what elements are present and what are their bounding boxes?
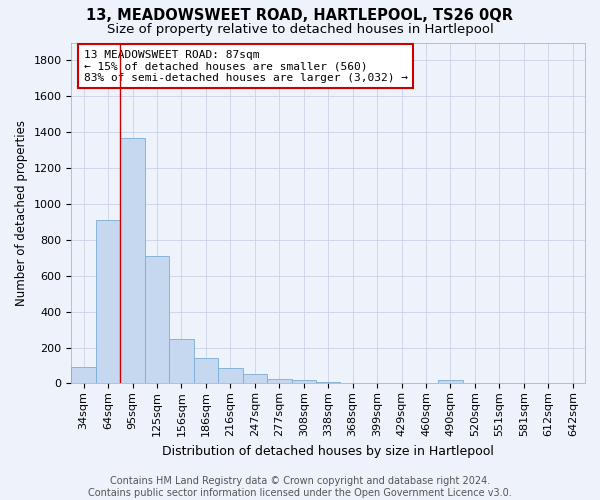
Bar [145, 256, 169, 384]
Bar [267, 379, 292, 384]
Bar [218, 368, 242, 384]
Bar [169, 338, 194, 384]
Text: 13 MEADOWSWEET ROAD: 87sqm
← 15% of detached houses are smaller (560)
83% of sem: 13 MEADOWSWEET ROAD: 87sqm ← 15% of deta… [83, 50, 407, 83]
Bar [242, 374, 267, 384]
Bar [194, 358, 218, 384]
Text: 13, MEADOWSWEET ROAD, HARTLEPOOL, TS26 0QR: 13, MEADOWSWEET ROAD, HARTLEPOOL, TS26 0… [86, 8, 514, 22]
Bar [292, 380, 316, 384]
Bar [96, 220, 121, 384]
Y-axis label: Number of detached properties: Number of detached properties [15, 120, 28, 306]
Bar [365, 382, 389, 384]
Bar [438, 380, 463, 384]
Text: Contains HM Land Registry data © Crown copyright and database right 2024.
Contai: Contains HM Land Registry data © Crown c… [88, 476, 512, 498]
Bar [340, 382, 365, 384]
Bar [71, 368, 96, 384]
Bar [121, 138, 145, 384]
Bar [316, 382, 340, 384]
X-axis label: Distribution of detached houses by size in Hartlepool: Distribution of detached houses by size … [162, 444, 494, 458]
Text: Size of property relative to detached houses in Hartlepool: Size of property relative to detached ho… [107, 22, 493, 36]
